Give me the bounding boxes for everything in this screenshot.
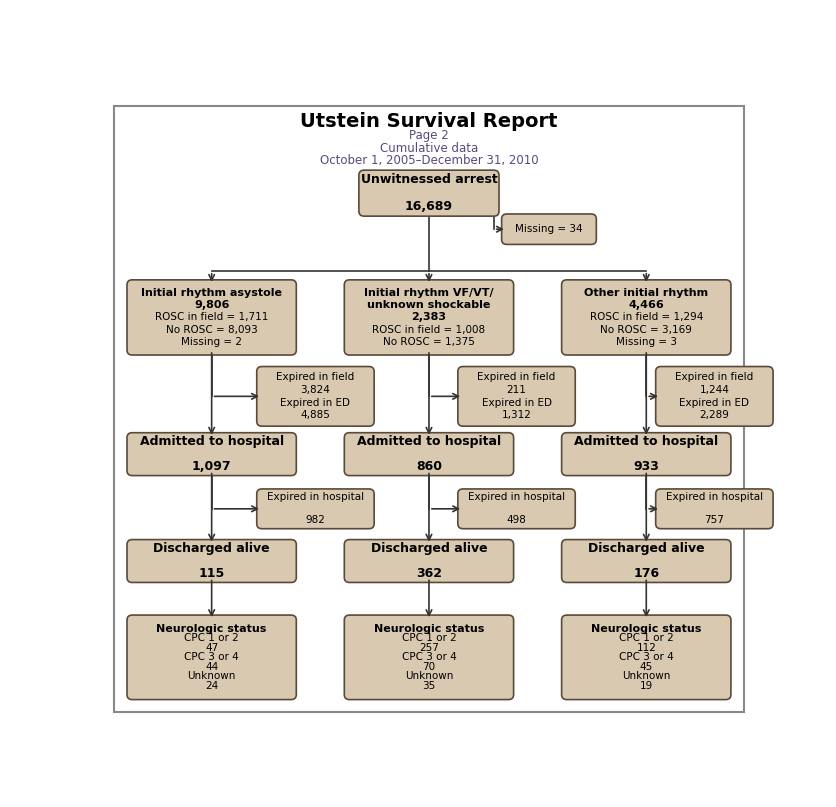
Text: unknown shockable: unknown shockable xyxy=(367,300,490,310)
FancyBboxPatch shape xyxy=(344,615,513,700)
Text: 4,885: 4,885 xyxy=(300,410,330,420)
FancyBboxPatch shape xyxy=(344,280,513,355)
FancyBboxPatch shape xyxy=(257,489,374,529)
Text: Initial rhythm VF/VT/: Initial rhythm VF/VT/ xyxy=(364,287,493,298)
Text: 35: 35 xyxy=(422,680,435,691)
FancyBboxPatch shape xyxy=(344,540,513,583)
FancyBboxPatch shape xyxy=(359,170,498,216)
FancyBboxPatch shape xyxy=(561,280,730,355)
Text: 362: 362 xyxy=(415,567,441,580)
Text: 3,824: 3,824 xyxy=(300,385,330,395)
Text: 1,312: 1,312 xyxy=(501,410,531,420)
FancyBboxPatch shape xyxy=(127,540,296,583)
FancyBboxPatch shape xyxy=(655,489,772,529)
Text: 70: 70 xyxy=(422,662,435,671)
Text: Discharged alive: Discharged alive xyxy=(587,542,704,555)
Text: 44: 44 xyxy=(205,662,218,671)
Text: ROSC in field = 1,711: ROSC in field = 1,711 xyxy=(155,312,268,323)
FancyBboxPatch shape xyxy=(561,433,730,475)
Text: 115: 115 xyxy=(198,567,225,580)
Text: Expired in ED: Expired in ED xyxy=(679,398,748,408)
Text: 45: 45 xyxy=(639,662,652,671)
Text: Discharged alive: Discharged alive xyxy=(153,542,270,555)
Text: No ROSC = 8,093: No ROSC = 8,093 xyxy=(166,325,257,335)
Text: Expired in field: Expired in field xyxy=(276,373,354,383)
Text: Cumulative data: Cumulative data xyxy=(380,141,477,155)
Text: 2,289: 2,289 xyxy=(699,410,728,420)
Text: 1,097: 1,097 xyxy=(191,460,232,473)
Text: CPC 3 or 4: CPC 3 or 4 xyxy=(618,652,673,663)
Text: 1,244: 1,244 xyxy=(699,385,728,395)
FancyBboxPatch shape xyxy=(127,433,296,475)
Text: 933: 933 xyxy=(633,460,659,473)
Text: Admitted to hospital: Admitted to hospital xyxy=(573,435,717,448)
Text: Discharged alive: Discharged alive xyxy=(370,542,487,555)
Text: Initial rhythm asystole: Initial rhythm asystole xyxy=(141,287,282,298)
Text: Expired in field: Expired in field xyxy=(675,373,752,383)
FancyBboxPatch shape xyxy=(127,280,296,355)
FancyBboxPatch shape xyxy=(344,433,513,475)
Text: CPC 1 or 2: CPC 1 or 2 xyxy=(401,633,456,643)
Text: CPC 1 or 2: CPC 1 or 2 xyxy=(618,633,673,643)
Text: 211: 211 xyxy=(506,385,526,395)
FancyBboxPatch shape xyxy=(501,214,595,245)
Text: Missing = 2: Missing = 2 xyxy=(181,337,242,347)
Text: Unknown: Unknown xyxy=(405,671,452,681)
Text: 757: 757 xyxy=(704,515,723,525)
Text: Expired in ED: Expired in ED xyxy=(280,398,350,408)
Text: CPC 3 or 4: CPC 3 or 4 xyxy=(401,652,456,663)
Text: Unwitnessed arrest: Unwitnessed arrest xyxy=(360,173,497,186)
Text: 16,689: 16,689 xyxy=(405,200,452,213)
Text: Unknown: Unknown xyxy=(187,671,236,681)
Text: Expired in ED: Expired in ED xyxy=(481,398,551,408)
Text: Neurologic status: Neurologic status xyxy=(374,624,483,634)
FancyBboxPatch shape xyxy=(257,366,374,426)
Text: Expired in hospital: Expired in hospital xyxy=(467,492,564,503)
Text: Neurologic status: Neurologic status xyxy=(156,624,267,634)
Text: No ROSC = 1,375: No ROSC = 1,375 xyxy=(383,337,474,347)
Text: Expired in hospital: Expired in hospital xyxy=(267,492,364,503)
Text: 498: 498 xyxy=(506,515,526,525)
Text: Other initial rhythm: Other initial rhythm xyxy=(584,287,707,298)
Text: Neurologic status: Neurologic status xyxy=(590,624,701,634)
Text: Utstein Survival Report: Utstein Survival Report xyxy=(300,112,557,132)
Text: Admitted to hospital: Admitted to hospital xyxy=(140,435,283,448)
FancyBboxPatch shape xyxy=(561,615,730,700)
Text: 2,383: 2,383 xyxy=(411,312,446,323)
Text: Expired in hospital: Expired in hospital xyxy=(665,492,762,503)
Text: 19: 19 xyxy=(639,680,652,691)
Text: 982: 982 xyxy=(305,515,325,525)
Text: ROSC in field = 1,008: ROSC in field = 1,008 xyxy=(372,325,485,335)
Text: 860: 860 xyxy=(415,460,441,473)
Text: Expired in field: Expired in field xyxy=(477,373,555,383)
Text: Missing = 34: Missing = 34 xyxy=(514,224,582,234)
Text: Admitted to hospital: Admitted to hospital xyxy=(356,435,501,448)
FancyBboxPatch shape xyxy=(127,615,296,700)
Text: 24: 24 xyxy=(205,680,218,691)
Text: ROSC in field = 1,294: ROSC in field = 1,294 xyxy=(589,312,702,323)
Text: Missing = 3: Missing = 3 xyxy=(615,337,676,347)
Text: 112: 112 xyxy=(635,643,655,653)
Text: 47: 47 xyxy=(205,643,218,653)
Text: Unknown: Unknown xyxy=(621,671,670,681)
FancyBboxPatch shape xyxy=(561,540,730,583)
Text: October 1, 2005–December 31, 2010: October 1, 2005–December 31, 2010 xyxy=(319,154,538,167)
FancyBboxPatch shape xyxy=(457,366,574,426)
Text: Page 2: Page 2 xyxy=(409,129,448,142)
Text: No ROSC = 3,169: No ROSC = 3,169 xyxy=(599,325,691,335)
FancyBboxPatch shape xyxy=(457,489,574,529)
Text: 9,806: 9,806 xyxy=(194,300,229,310)
FancyBboxPatch shape xyxy=(655,366,772,426)
Text: 257: 257 xyxy=(419,643,438,653)
Text: 4,466: 4,466 xyxy=(628,300,663,310)
Text: 176: 176 xyxy=(633,567,659,580)
Text: CPC 3 or 4: CPC 3 or 4 xyxy=(184,652,239,663)
Text: CPC 1 or 2: CPC 1 or 2 xyxy=(184,633,239,643)
